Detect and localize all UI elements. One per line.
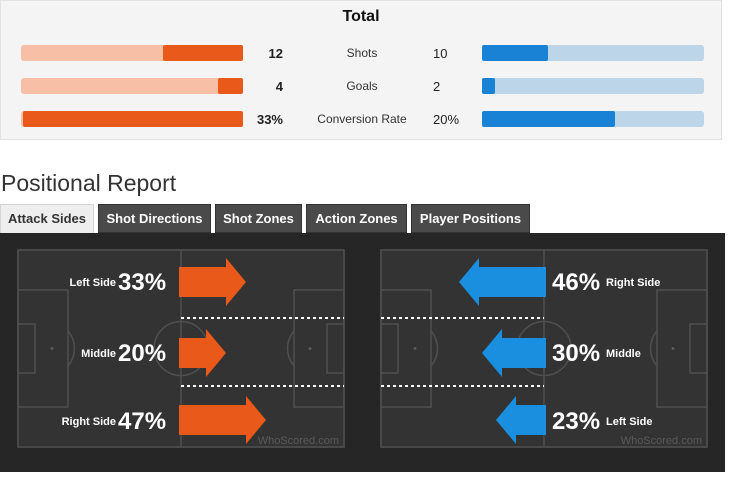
- away-bar-fill: [482, 78, 495, 94]
- arrow-right-icon: [179, 396, 266, 444]
- home-bar-fill: [23, 111, 243, 127]
- zone-label-middle: Middle: [81, 348, 116, 360]
- tab-attack-sides[interactable]: Attack Sides: [0, 204, 94, 233]
- home-stat-value: 33%: [256, 112, 283, 127]
- away-stat-value: 2: [433, 79, 441, 94]
- away-bar-track: [482, 45, 704, 61]
- away-pitch: 46% Right Side 30% Middle 23% Left Side …: [380, 249, 708, 448]
- stat-row-shots: 12 Shots 10: [1, 45, 721, 63]
- stat-row-goals: 4 Goals 2: [1, 78, 721, 96]
- home-bar-fill: [163, 45, 243, 61]
- zone-value-right-side: 46%: [552, 269, 601, 296]
- stat-label: Goals: [346, 79, 378, 93]
- attack-sides-panel: Left Side 33% Middle 20% Right Side 47% …: [0, 233, 725, 472]
- pitch-markings: [17, 249, 345, 448]
- tab-player-positions[interactable]: Player Positions: [411, 204, 530, 233]
- away-bar-fill: [482, 45, 548, 61]
- home-bar-track: [21, 78, 243, 94]
- away-stat-value: 10: [433, 46, 448, 61]
- totals-title: Total: [342, 8, 380, 25]
- tab-action-zones[interactable]: Action Zones: [306, 204, 407, 233]
- away-bar-track: [482, 111, 704, 127]
- zone-label-right-side: Right Side: [606, 277, 661, 289]
- away-stat-value: 20%: [433, 112, 460, 127]
- pitch-markings: [380, 249, 708, 448]
- zone-value-middle: 20%: [118, 340, 167, 367]
- home-bar-track: [21, 45, 243, 61]
- home-bar-track: [21, 111, 243, 127]
- zone-label-right-side: Right Side: [61, 416, 116, 428]
- arrow-left-icon: [496, 396, 546, 444]
- zone-value-left-side: 23%: [552, 408, 601, 435]
- totals-panel: Total 12 Shots 10 4 Goals 2 33% Conversi…: [0, 0, 722, 140]
- home-pitch: Left Side 33% Middle 20% Right Side 47% …: [17, 249, 345, 448]
- home-stat-value: 4: [275, 79, 283, 94]
- tab-shot-directions[interactable]: Shot Directions: [98, 204, 211, 233]
- stat-row-conversion-rate: 33% Conversion Rate 20%: [1, 111, 721, 129]
- arrow-left-icon: [482, 329, 546, 377]
- arrow-right-icon: [179, 258, 246, 306]
- zone-value-left-side: 33%: [118, 269, 167, 296]
- tab-shot-zones[interactable]: Shot Zones: [215, 204, 302, 233]
- section-title: Positional Report: [1, 170, 177, 196]
- stat-label: Conversion Rate: [317, 112, 407, 126]
- whoscored-watermark: WhoScored.com: [257, 435, 339, 447]
- home-bar-fill: [218, 78, 243, 94]
- zone-label-middle: Middle: [606, 348, 641, 360]
- zone-value-right-side: 47%: [118, 408, 167, 435]
- arrow-left-icon: [459, 258, 546, 306]
- away-bar-fill: [482, 111, 615, 127]
- zone-label-left-side: Left Side: [69, 277, 116, 289]
- whoscored-watermark: WhoScored.com: [620, 435, 702, 447]
- zone-value-middle: 30%: [552, 340, 601, 367]
- home-stat-value: 12: [268, 46, 283, 61]
- zone-label-left-side: Left Side: [606, 416, 653, 428]
- away-bar-track: [482, 78, 704, 94]
- arrow-right-icon: [179, 329, 226, 377]
- stat-label: Shots: [346, 46, 378, 60]
